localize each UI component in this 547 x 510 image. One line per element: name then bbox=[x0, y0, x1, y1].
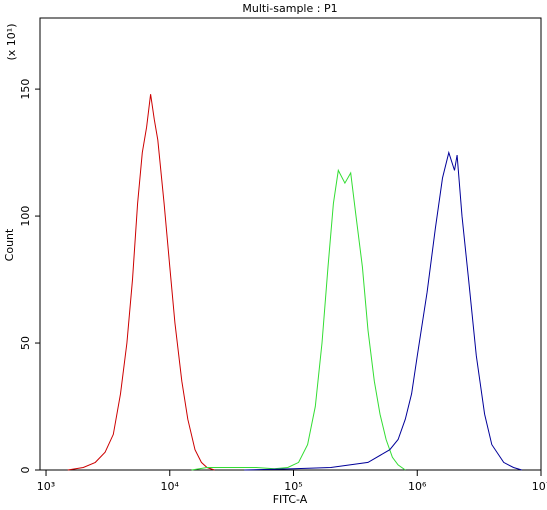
histogram-line bbox=[191, 168, 406, 471]
y-tick-label: 0 bbox=[19, 467, 32, 474]
y-tick-label: 50 bbox=[19, 336, 32, 350]
chart-title: Multi-sample : P1 bbox=[242, 2, 337, 15]
histogram-line bbox=[244, 150, 522, 471]
x-tick-label: 10⁶ bbox=[408, 480, 427, 493]
x-tick-label: 10³ bbox=[37, 480, 55, 493]
y-tick-label: 150 bbox=[19, 79, 32, 100]
x-tick-label: 10⁵ bbox=[284, 480, 302, 493]
y-multiplier: (x 10¹) bbox=[5, 24, 18, 61]
x-tick-label: 10⁷ bbox=[532, 480, 547, 493]
x-tick-label: 10⁴ bbox=[161, 480, 180, 493]
histogram-line bbox=[67, 94, 215, 471]
x-axis-label: FITC-A bbox=[273, 493, 308, 506]
plot-frame bbox=[39, 17, 542, 471]
y-axis-label: Count bbox=[3, 228, 16, 261]
y-tick-label: 100 bbox=[19, 206, 32, 227]
